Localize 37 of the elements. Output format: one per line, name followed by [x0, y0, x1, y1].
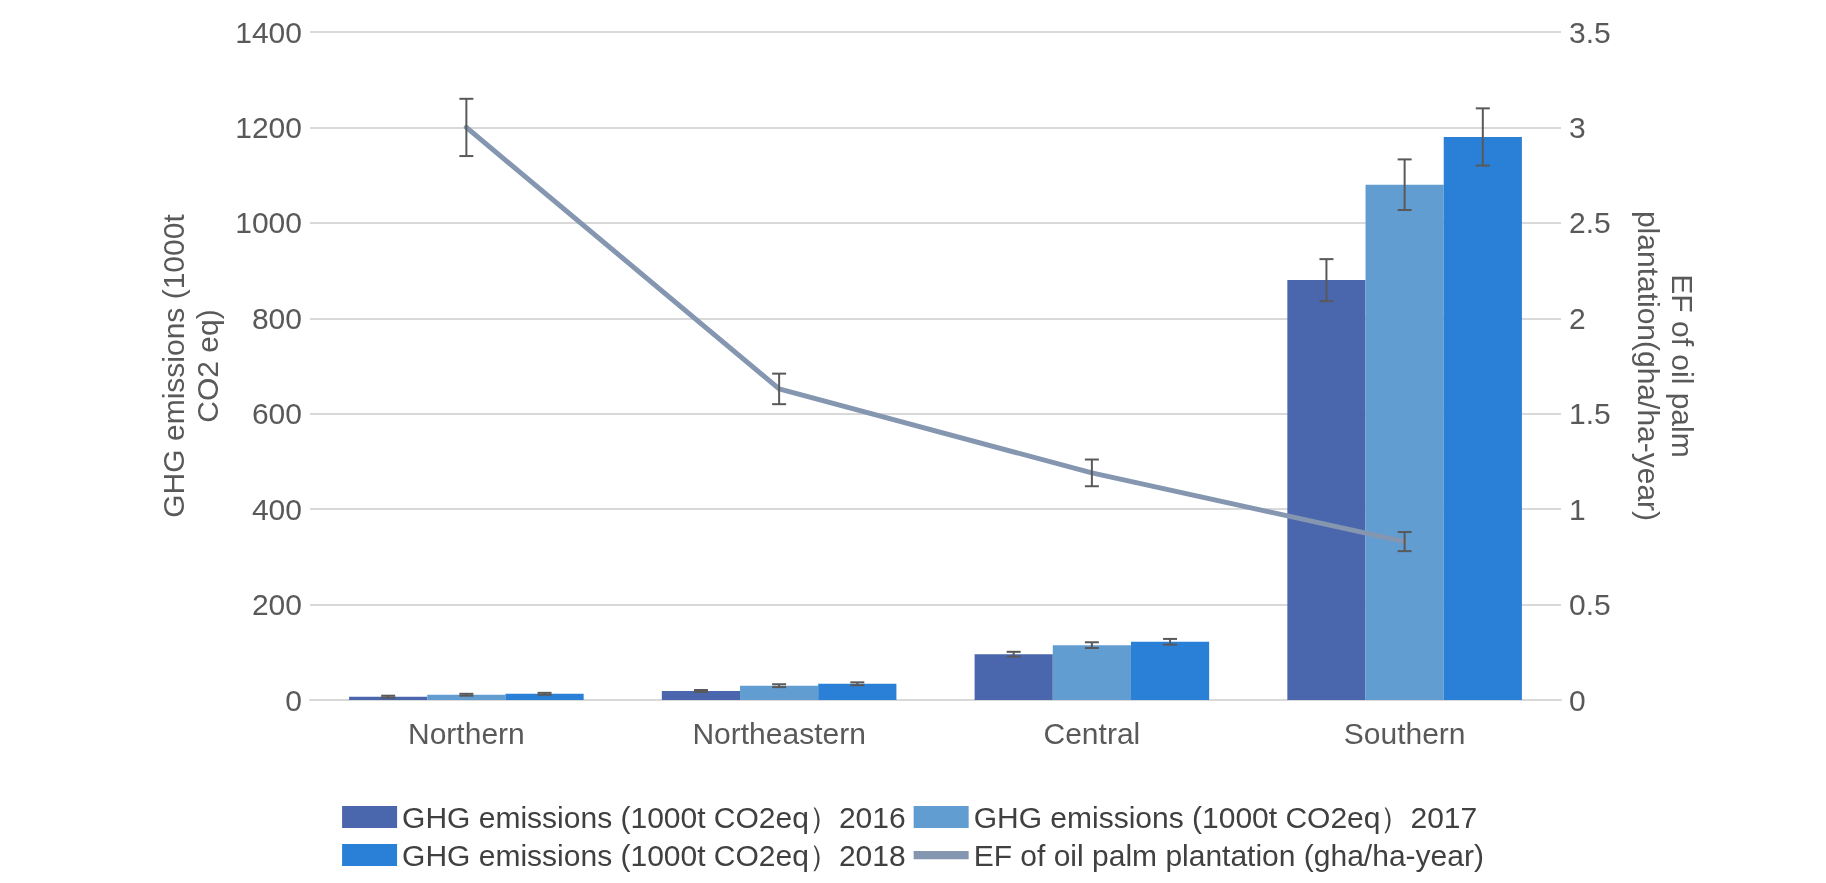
bar	[1052, 645, 1131, 700]
y-tick-label: 1400	[235, 15, 302, 49]
y-tick-label: 1200	[235, 110, 302, 144]
x-tick-label: Northern	[408, 716, 525, 750]
bar	[505, 693, 584, 700]
y2-tick-label: 1	[1569, 492, 1586, 526]
legend-label: GHG emissions (1000t CO2eq）2017	[973, 800, 1478, 834]
y-tick-label: 600	[251, 397, 302, 431]
y2-tick-label: 1.5	[1569, 397, 1611, 431]
y-tick-label: 0	[285, 683, 302, 717]
bar	[427, 694, 506, 700]
bar	[740, 685, 819, 700]
legend-label: GHG emissions (1000t CO2eq）2016	[402, 800, 906, 834]
y2-tick-label: 2	[1569, 301, 1586, 335]
y2-tick-label: 2.5	[1569, 206, 1611, 240]
bar	[1287, 280, 1366, 700]
y-tick-label: 400	[251, 492, 302, 526]
x-tick-label: Southern	[1343, 716, 1466, 750]
y2-axis-title: EF of oil palm plantation(gha/ha-year)	[1631, 210, 1699, 522]
bar	[661, 690, 741, 700]
bar	[974, 654, 1053, 700]
x-tick-label: Northeastern	[692, 716, 866, 750]
bar	[1130, 641, 1210, 700]
legend-label: EF of oil palm plantation (gha/ha-year)	[973, 838, 1484, 872]
y2-tick-label: 3	[1569, 110, 1586, 144]
y-axis-title: GHG emissions (1000t CO2 eq)	[156, 213, 224, 518]
y2-tick-label: 0	[1569, 683, 1586, 717]
bar	[1443, 136, 1522, 700]
y2-tick-label: 0.5	[1569, 588, 1611, 622]
y2-tick-label: 3.5	[1569, 15, 1611, 49]
x-tick-label: Central	[1043, 716, 1141, 750]
y-tick-label: 1000	[235, 206, 302, 240]
bar	[1365, 184, 1444, 700]
bar	[818, 683, 897, 700]
legend-label: GHG emissions (1000t CO2eq）2018	[402, 838, 906, 872]
y-tick-label: 200	[251, 588, 302, 622]
y-tick-label: 800	[251, 301, 302, 335]
